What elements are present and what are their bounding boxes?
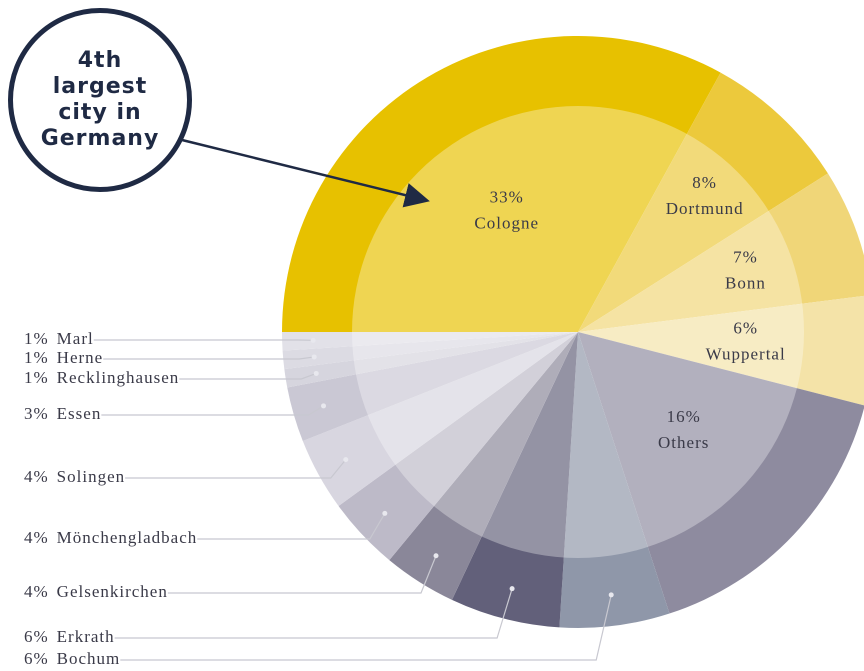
leader-line [103,356,315,360]
slice-value-label: 1% [24,348,49,367]
leader-line [101,405,324,416]
pie-slice [389,332,578,600]
slice-category-label: Solingen [57,467,125,486]
slice-value-label: 6% [24,627,49,646]
slice-category-label: Herne [57,348,104,367]
slice-value-label: 1% [24,329,49,348]
slice-category-label: Bochum [57,649,121,668]
leader-dot [313,370,319,376]
outer-label: 1% Marl [24,329,94,348]
pie-slice [578,173,864,332]
slice-category-label: Marl [57,329,94,348]
leader-dot [310,337,316,343]
pie-slice [559,332,670,628]
leader-line [125,459,347,479]
callout-text: 4th largest city in Germany [40,48,160,151]
pie-slice [287,332,578,441]
slice-category-label: Dortmund [666,199,744,218]
pie-slice [282,332,578,351]
pie-slice [302,332,578,506]
leader-line [120,594,612,661]
pie-slice [282,36,721,333]
slice-value-label: 8% [692,173,717,192]
pie-slice [578,295,864,406]
leader-dot [343,457,349,463]
outer-label: 4% Gelsenkirchen [24,582,168,601]
leader-dot [321,403,327,409]
leader-dot [509,586,515,592]
slice-value-label: 6% [24,649,49,668]
slice-category-label: Bonn [725,274,766,293]
outer-label: 3% Essen [24,404,101,423]
leader-line [167,555,437,594]
outer-label: 4% Solingen [24,467,125,486]
pie-slice [451,332,578,628]
slice-value-label: 33% [490,187,524,206]
slice-category-label: Erkrath [57,627,115,646]
slice-category-label: Gelsenkirchen [57,582,168,601]
leader-line [114,588,513,639]
slice-category-label: Wuppertal [706,344,786,363]
slice-category-label: Essen [57,404,102,423]
slice-category-label: Mönchengladbach [57,528,198,547]
slice-value-label: 3% [24,404,49,423]
slice-value-label: 7% [733,248,758,267]
leader-dot [382,510,388,516]
callout-circle: 4th largest city in Germany [8,8,192,192]
leader-line [197,513,386,540]
slice-category-label: Recklinghausen [57,368,180,387]
leader-dot [608,592,614,598]
slice-category-label: Cologne [474,213,539,232]
outer-label: 6% Bochum [24,649,120,668]
leader-dot [433,553,439,559]
slice-value-label: 1% [24,368,49,387]
outer-label: 1% Recklinghausen [24,368,179,387]
slice-value-label: 4% [24,528,49,547]
outer-label: 1% Herne [24,348,103,367]
outer-label: 6% Erkrath [24,627,115,646]
pie-slice [578,72,828,332]
outer-label: 4% Mönchengladbach [24,528,197,547]
slice-value-label: 16% [667,407,701,426]
slice-value-label: 4% [24,467,49,486]
leader-line [179,372,317,380]
slice-value-label: 4% [24,582,49,601]
leader-dot [311,354,317,360]
pie-slice [338,332,578,561]
pie-slice [578,332,864,614]
pie-slice [284,332,578,388]
inner-ring [352,106,804,558]
callout-arrow [181,138,430,208]
pie-slice [282,332,578,370]
slice-category-label: Others [658,433,709,452]
slice-value-label: 6% [733,318,758,337]
